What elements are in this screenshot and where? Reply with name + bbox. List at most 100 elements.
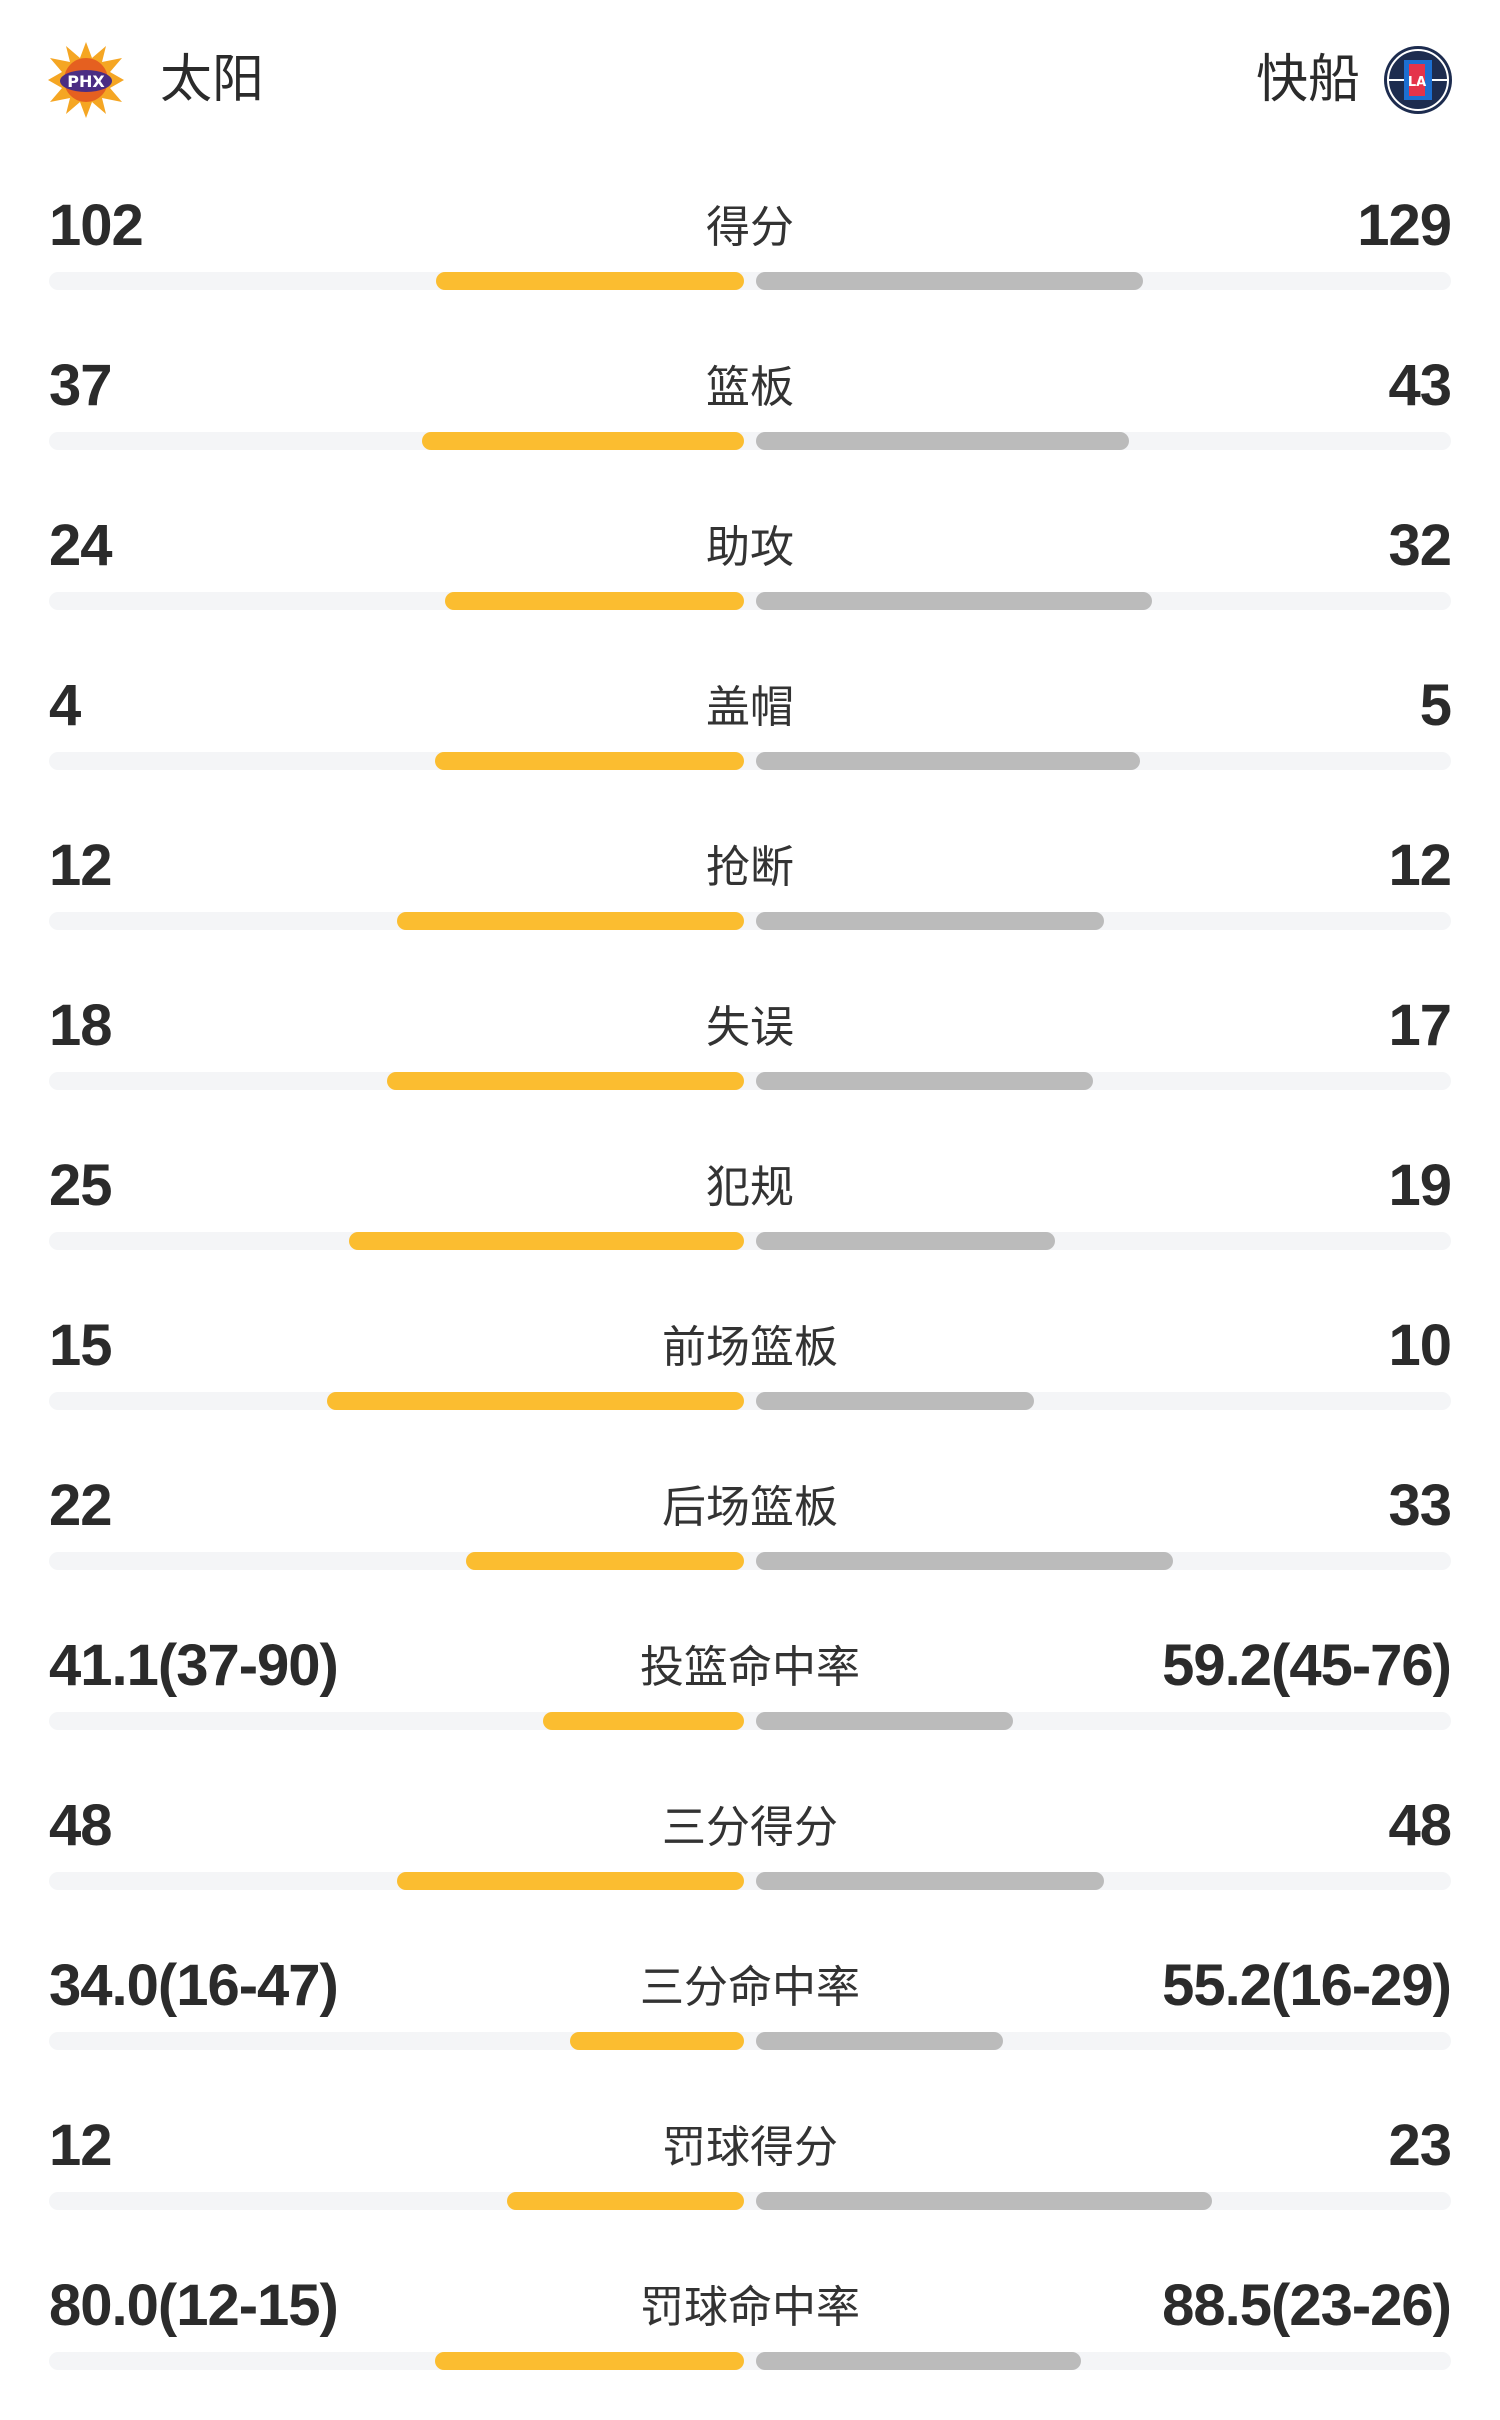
away-stat-value: 43	[1388, 353, 1452, 418]
home-stat-value: 41.1(37-90)	[49, 1633, 339, 1698]
stat-row: 80.0(12-15) 罚球命中率 88.5(23-26)	[0, 2260, 1500, 2420]
stat-bar-track	[49, 2192, 1451, 2210]
away-stat-value: 12	[1388, 833, 1452, 898]
home-stat-value: 12	[49, 833, 113, 898]
stat-bar-track	[49, 752, 1451, 770]
stat-bar-track	[49, 2032, 1451, 2050]
stat-label: 助攻	[706, 522, 794, 573]
home-stat-bar	[434, 752, 744, 770]
stat-bar-track	[49, 1232, 1451, 1250]
home-stat-bar	[569, 2032, 744, 2050]
home-stat-bar	[396, 1872, 744, 1890]
away-stat-bar	[756, 1552, 1173, 1570]
away-stat-value: 10	[1388, 1313, 1452, 1378]
home-stat-bar	[445, 592, 744, 610]
home-stat-value: 34.0(16-47)	[49, 1953, 339, 2018]
home-stat-value: 22	[49, 1473, 113, 1538]
home-stat-value: 48	[49, 1793, 113, 1858]
away-stat-bar	[756, 432, 1130, 450]
stat-row: 18 失误 17	[0, 980, 1500, 1140]
stat-bar-track	[49, 1552, 1451, 1570]
stat-row: 22 后场篮板 33	[0, 1460, 1500, 1620]
stat-bar-track	[49, 272, 1451, 290]
clippers-logo-text: LA	[1408, 75, 1426, 90]
stat-row: 48 三分得分 48	[0, 1780, 1500, 1940]
stat-bar-track	[49, 592, 1451, 610]
away-stat-bar	[756, 912, 1104, 930]
away-stat-value: 32	[1388, 513, 1452, 578]
away-stat-value: 88.5(23-26)	[1162, 2273, 1452, 2338]
stat-row: 34.0(16-47) 三分命中率 55.2(16-29)	[0, 1940, 1500, 2100]
away-stat-bar	[756, 1072, 1094, 1090]
stat-row: 102 得分 129	[0, 180, 1500, 340]
stat-label: 犯规	[706, 1162, 794, 1213]
stat-label: 投篮命中率	[640, 1642, 860, 1693]
home-stat-bar	[466, 1552, 744, 1570]
away-stat-bar	[756, 1232, 1055, 1250]
stat-bar-track	[49, 912, 1451, 930]
stat-row: 12 罚球得分 23	[0, 2100, 1500, 2260]
away-stat-bar	[756, 2192, 1212, 2210]
team-header: PHX 太阳 快船 LA	[0, 0, 1500, 160]
away-stat-bar	[756, 272, 1144, 290]
away-stat-value: 48	[1388, 1793, 1452, 1858]
stat-label: 得分	[706, 202, 794, 253]
home-team-name: 太阳	[160, 50, 265, 110]
home-stat-bar	[387, 1072, 744, 1090]
away-team-name: 快船	[1255, 50, 1360, 110]
stat-row: 37 篮板 43	[0, 340, 1500, 500]
stat-row: 15 前场篮板 10	[0, 1300, 1500, 1460]
stat-bar-track	[49, 1392, 1451, 1410]
home-stat-value: 37	[49, 353, 113, 418]
away-stat-bar	[756, 1712, 1014, 1730]
stat-label: 前场篮板	[662, 1322, 838, 1373]
home-stat-value: 15	[49, 1313, 113, 1378]
stat-row: 4 盖帽 5	[0, 660, 1500, 820]
stat-label: 罚球得分	[662, 2122, 838, 2173]
suns-logo-icon: PHX	[48, 42, 124, 118]
suns-logo-text: PHX	[67, 72, 105, 91]
away-stat-value: 17	[1388, 993, 1452, 1058]
clippers-logo-icon: LA	[1384, 46, 1452, 114]
home-stat-value: 25	[49, 1153, 113, 1218]
away-stat-bar	[756, 752, 1141, 770]
away-stat-value: 55.2(16-29)	[1162, 1953, 1452, 2018]
home-stat-value: 102	[49, 193, 144, 258]
stat-label: 抢断	[706, 842, 794, 893]
home-stat-bar	[434, 2352, 744, 2370]
stat-label: 罚球命中率	[640, 2282, 860, 2333]
stat-label: 篮板	[706, 362, 794, 413]
away-stat-bar	[756, 592, 1153, 610]
stat-row: 25 犯规 19	[0, 1140, 1500, 1300]
stat-label: 三分得分	[662, 1802, 838, 1853]
away-stat-value: 5	[1419, 673, 1452, 738]
away-stat-value: 23	[1388, 2113, 1452, 2178]
home-stat-bar	[543, 1712, 744, 1730]
stat-label: 失误	[706, 1002, 794, 1053]
stat-bar-track	[49, 1072, 1451, 1090]
away-stat-bar	[756, 2032, 1003, 2050]
home-stat-value: 4	[49, 673, 81, 738]
home-stat-bar	[327, 1392, 744, 1410]
home-stat-bar	[349, 1232, 744, 1250]
home-stat-value: 12	[49, 2113, 113, 2178]
stat-row: 24 助攻 32	[0, 500, 1500, 660]
home-stat-bar	[436, 272, 744, 290]
stat-label: 后场篮板	[662, 1482, 838, 1533]
home-stat-value: 18	[49, 993, 113, 1058]
home-stat-bar	[507, 2192, 744, 2210]
home-stat-value: 24	[49, 513, 113, 578]
home-stat-value: 80.0(12-15)	[49, 2273, 339, 2338]
stat-bar-track	[49, 1872, 1451, 1890]
away-stat-bar	[756, 2352, 1081, 2370]
stat-label: 盖帽	[706, 682, 794, 733]
home-stat-bar	[422, 432, 744, 450]
stat-bar-track	[49, 1712, 1451, 1730]
away-stat-value: 19	[1388, 1153, 1452, 1218]
stat-bar-track	[49, 2352, 1451, 2370]
stat-row: 41.1(37-90) 投篮命中率 59.2(45-76)	[0, 1620, 1500, 1780]
stat-row: 12 抢断 12	[0, 820, 1500, 980]
home-stat-bar	[396, 912, 744, 930]
away-stat-value: 33	[1388, 1473, 1452, 1538]
away-stat-bar	[756, 1872, 1104, 1890]
